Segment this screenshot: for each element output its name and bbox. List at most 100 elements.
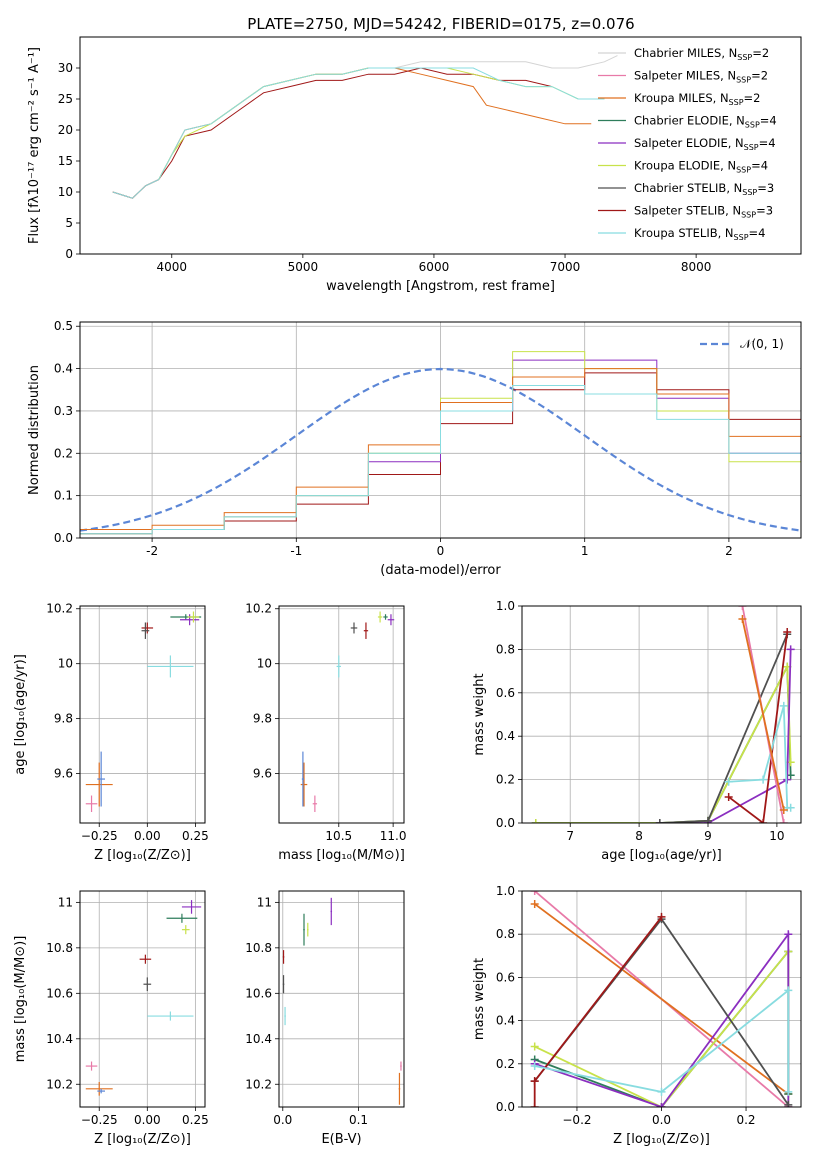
y-tick-label: 10.2 [245, 1077, 272, 1091]
weight-marker [759, 775, 768, 784]
weight-marker [655, 819, 664, 823]
x-tick-label: 0 [437, 544, 445, 558]
legend-label: Chabrier MILES, NSSP=2 [634, 46, 769, 62]
x-tick-label: 0.2 [736, 1113, 755, 1127]
axes-frame [79, 36, 802, 255]
y-tick-label: 0.1 [54, 489, 73, 503]
histogram-step [80, 385, 801, 535]
weight-marker [530, 1077, 539, 1086]
x-axis-label: E(B-V) [321, 1132, 361, 1147]
legend-label: Chabrier STELIB, NSSP=3 [634, 181, 774, 197]
weight-marker [531, 819, 540, 823]
weight-line [659, 649, 792, 823]
axes-frame [79, 321, 802, 539]
x-tick-label: 0.0 [652, 1113, 671, 1127]
y-tick-label: 0.4 [496, 729, 515, 743]
x-tick-label: 7000 [550, 260, 581, 274]
y-tick-label: 0.2 [496, 773, 515, 787]
legend-label: 𝒩(0, 1) [740, 337, 784, 351]
weight-line [659, 633, 789, 823]
panel-mass_vs_z: −0.25 0.00 0.25 10.2 10.4 10.6 10.8 11 Z [log₁₀(… [13, 890, 209, 1147]
plot-area [85, 900, 202, 1096]
x-tick-label: 2 [725, 544, 733, 558]
weight-marker [779, 805, 788, 814]
panel-weight_vs_age: 7 8 9 10 0.0 0.2 0.4 0.6 0.8 1.0 age [log₁₀(age/yr… [472, 599, 802, 863]
x-tick-label: 5000 [288, 260, 319, 274]
y-axis-label: mass weight [472, 958, 487, 1040]
x-tick-label: 0.00 [134, 829, 161, 843]
x-tick-label: 6000 [419, 260, 450, 274]
x-axis-label: (data-model)/error [380, 563, 501, 578]
y-tick-label: 10 [58, 657, 73, 671]
axes-frame [521, 890, 802, 1108]
y-tick-label: 9.8 [54, 712, 73, 726]
x-tick-label: 4000 [156, 260, 187, 274]
y-tick-label: 10.2 [46, 602, 73, 616]
legend-label: Kroupa STELIB, NSSP=4 [634, 226, 765, 242]
x-tick-label: 8 [635, 829, 643, 843]
weight-line [534, 903, 789, 1095]
plot-area [85, 611, 202, 813]
axes-frame [79, 890, 206, 1108]
y-tick-label: 10.6 [46, 986, 73, 1000]
figure-title: PLATE=2750, MJD=54242, FIBERID=0175, z=0… [247, 15, 634, 33]
axes-frame [521, 605, 802, 824]
y-tick-label: 10.6 [245, 986, 272, 1000]
x-tick-label: 9 [704, 829, 712, 843]
legend-label: Kroupa MILES, NSSP=2 [634, 91, 760, 107]
spectrum-line [112, 67, 553, 199]
axes-frame [278, 605, 405, 824]
weight-marker [530, 1103, 539, 1107]
y-tick-label: 11 [257, 895, 272, 909]
x-tick-label: 10.5 [325, 829, 352, 843]
weight-marker [779, 701, 788, 710]
x-tick-label: 0.25 [182, 829, 209, 843]
weight-marker [657, 1087, 666, 1096]
x-tick-label: 8000 [681, 260, 712, 274]
weight-marker [759, 819, 768, 823]
x-axis-label: age [log₁₀(age/yr)] [601, 848, 722, 863]
x-tick-label: 7 [566, 829, 574, 843]
y-axis-label: age [log₁₀(age/yr)] [13, 654, 28, 775]
legend-label: Salpeter STELIB, NSSP=3 [634, 204, 773, 220]
y-tick-label: 0.8 [496, 927, 515, 941]
weight-line [534, 988, 790, 1093]
weight-line [728, 631, 789, 823]
x-axis-label: mass [log₁₀(M/M⊙)] [278, 848, 405, 863]
weight-marker [783, 628, 792, 637]
y-tick-label: 0.2 [496, 1057, 515, 1071]
weight-marker [704, 816, 712, 823]
y-tick-label: 0.5 [54, 319, 73, 333]
weight-marker [530, 899, 539, 908]
weight-marker [738, 606, 747, 610]
legend-label: Salpeter ELODIE, NSSP=4 [634, 136, 776, 152]
weight-marker [786, 803, 795, 812]
y-tick-label: 11 [58, 895, 73, 909]
y-tick-label: 9.8 [253, 712, 272, 726]
gaussian-curve [80, 367, 801, 532]
panel-weight_vs_z: −0.2 0.0 0.2 0.0 0.2 0.4 0.6 0.8 1.0 Z [log₁₀(Z/Z… [472, 884, 802, 1147]
y-tick-label: 0 [65, 247, 73, 261]
y-tick-label: 10.8 [245, 941, 272, 955]
x-tick-label: 0.0 [273, 1113, 292, 1127]
x-tick-label: 0.00 [134, 1113, 161, 1127]
plot-area [112, 55, 618, 199]
panel-age_vs_mass: 10.5 11.0 9.6 9.8 10 10.2 mass [log₁₀(M/M⊙)] [245, 602, 406, 863]
y-tick-label: 0.0 [54, 531, 73, 545]
weight-marker [784, 1087, 793, 1096]
x-axis-label: Z [log₁₀(Z/Z⊙)] [94, 848, 191, 863]
y-tick-label: 15 [58, 154, 73, 168]
legend-label: Kroupa ELODIE, NSSP=4 [634, 159, 768, 175]
x-tick-label: −0.2 [562, 1113, 591, 1127]
y-tick-label: 5 [65, 216, 73, 230]
weight-marker [779, 819, 788, 823]
y-tick-label: 1.0 [496, 599, 515, 613]
y-tick-label: 30 [58, 61, 73, 75]
y-tick-label: 0.4 [496, 1014, 515, 1028]
x-axis-label: Z [log₁₀(Z/Z⊙)] [94, 1132, 191, 1147]
y-tick-label: 1.0 [496, 884, 515, 898]
legend-label: Chabrier ELODIE, NSSP=4 [634, 114, 777, 130]
y-tick-label: 0.0 [496, 816, 515, 830]
y-tick-label: 10 [58, 185, 73, 199]
y-axis-label: mass [log₁₀(M/M⊙)] [13, 936, 28, 1063]
